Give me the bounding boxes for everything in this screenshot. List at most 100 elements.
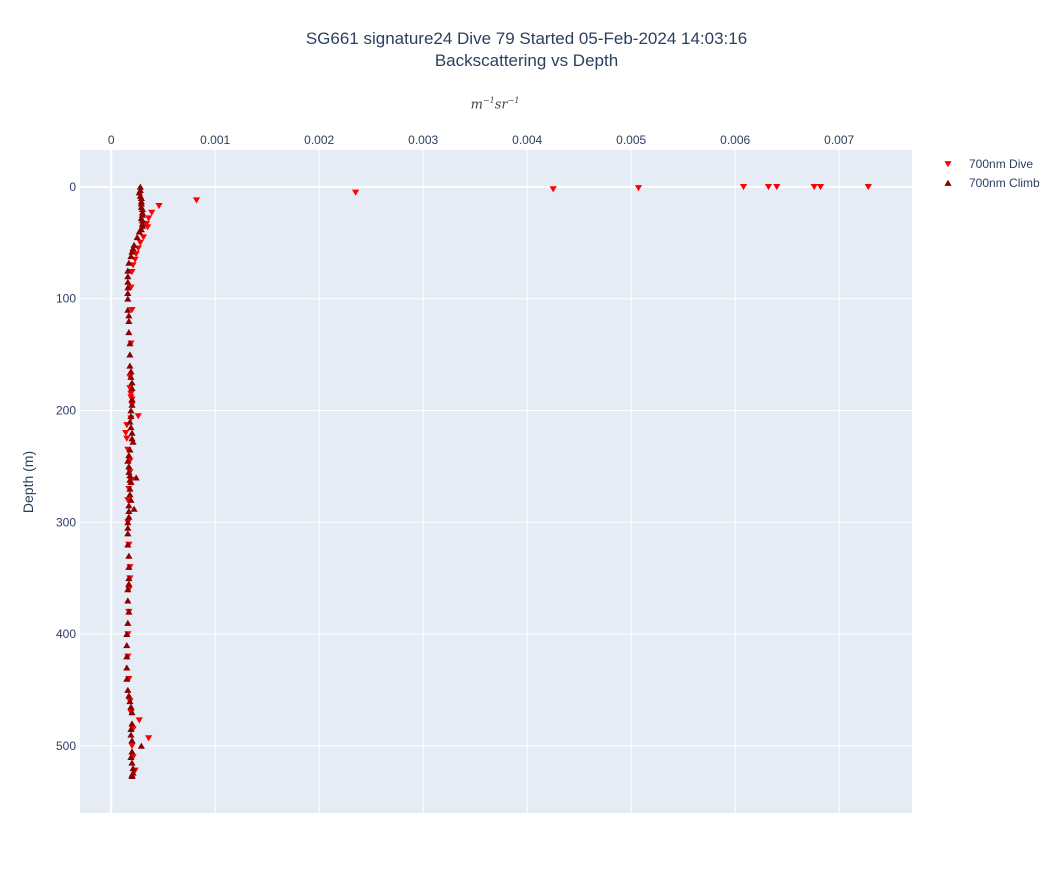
y-tick-label: 100: [56, 292, 76, 306]
x-tick-label: 0.004: [512, 133, 542, 147]
climb-data-point: [125, 563, 133, 570]
climb-data-point: [128, 720, 136, 727]
climb-data-point: [125, 692, 133, 699]
y-tick-label: 0: [69, 180, 76, 194]
x-tick-label: 0.002: [304, 133, 334, 147]
dive-data-point: [764, 184, 773, 191]
climb-data-point: [135, 189, 143, 196]
climb-data-point: [125, 259, 133, 266]
climb-data-point: [124, 597, 132, 604]
climb-data-point: [128, 396, 136, 403]
climb-data-point: [130, 505, 138, 512]
climb-data-point: [125, 552, 133, 559]
legend-label: 700nm Dive: [969, 157, 1033, 171]
x-axis-label-exp1: −1: [482, 96, 495, 105]
climb-data-point: [127, 753, 135, 760]
dive-data-point: [864, 184, 872, 191]
climb-data-point: [125, 312, 133, 319]
y-tick-labels: 0 100 200 300 400 500: [56, 180, 76, 753]
climb-data-point: [129, 765, 137, 772]
legend-marker: [944, 179, 952, 186]
x-axis-label: m−1sr−1: [430, 96, 560, 112]
climb-data-point: [123, 675, 131, 682]
climb-data-point: [127, 703, 135, 710]
climb-data-point: [125, 580, 133, 587]
climb-data-point: [124, 457, 132, 464]
dive-data-point: [136, 239, 144, 247]
climb-data-point: [137, 200, 145, 207]
climb-data-point: [125, 451, 133, 459]
dive-data-point: [773, 184, 781, 191]
climb-data-point: [124, 619, 132, 626]
dive-data-point: [134, 413, 142, 420]
dive-data-point: [127, 284, 135, 291]
chart-title: SG661 signature24 Dive 79 Started 05-Feb…: [0, 28, 1053, 72]
dive-data-point: [144, 224, 152, 231]
dive-data-point: [145, 215, 153, 222]
climb-data-point: [123, 642, 131, 649]
climb-data-point: [125, 608, 133, 615]
climb-data-point: [128, 772, 136, 779]
climb-data-point: [125, 502, 133, 509]
data-points: [122, 183, 872, 779]
y-tick-label: 200: [56, 404, 76, 418]
dive-data-point: [634, 185, 643, 192]
x-axis-label-mid: sr: [494, 97, 508, 113]
climb-data-point: [127, 412, 135, 419]
climb-data-point: [125, 468, 133, 475]
climb-data-point: [136, 183, 144, 190]
legend[interactable]: 700nm Dive 700nm Climb: [944, 157, 1040, 190]
dive-data-point: [122, 429, 130, 437]
climb-data-point: [128, 379, 136, 386]
x-tick-label: 0: [108, 133, 115, 147]
dive-data-point: [139, 234, 148, 241]
legend-marker: [944, 161, 952, 168]
dive-data-point: [816, 184, 825, 191]
legend-item-dive[interactable]: 700nm Dive: [944, 157, 1033, 171]
climb-data-point: [124, 686, 132, 693]
y-tick-label: 400: [56, 627, 76, 641]
chart-title-line1: SG661 signature24 Dive 79 Started 05-Feb…: [305, 29, 748, 48]
climb-data-point: [138, 222, 146, 229]
climb-data-point: [124, 519, 132, 526]
dive-data-point: [124, 497, 132, 504]
climb-data-point: [137, 742, 145, 749]
x-axis-label-exp2: −1: [507, 96, 520, 105]
climb-data-point: [135, 228, 143, 235]
dive-data-point: [128, 268, 136, 276]
climb-data-point: [126, 340, 134, 347]
grid: [80, 150, 912, 813]
climb-data-point: [138, 211, 146, 218]
x-tick-label: 0.001: [200, 133, 230, 147]
dive-data-point: [128, 743, 136, 750]
climb-data-point: [128, 401, 136, 408]
climb-data-point: [128, 248, 136, 255]
climb-data-point: [138, 206, 146, 213]
climb-data-point: [124, 541, 132, 548]
climb-data-point: [126, 491, 134, 498]
chart-subtitle: Backscattering vs Depth: [434, 51, 619, 70]
x-tick-label: 0.006: [720, 133, 750, 147]
climb-data-point: [125, 463, 133, 470]
climb-data-point: [124, 273, 132, 280]
climb-data-point: [125, 507, 133, 515]
dive-data-point: [739, 184, 748, 191]
climb-data-point: [125, 513, 133, 520]
climb-data-point: [127, 368, 135, 375]
climb-data-point: [129, 245, 137, 252]
climb-data-point: [123, 630, 131, 637]
dive-data-point: [352, 189, 360, 196]
dive-data-point: [123, 435, 131, 442]
climb-data-point: [128, 429, 136, 436]
climb-data-point: [124, 284, 132, 291]
x-tick-labels: 0 0.001 0.002 0.003 0.004 0.005 0.006 0.007: [108, 133, 855, 147]
climb-data-point: [125, 574, 133, 582]
climb-data-point: [126, 472, 134, 479]
y-tick-label: 300: [56, 515, 76, 529]
climb-data-point: [126, 362, 134, 369]
legend-item-climb[interactable]: 700nm Climb: [944, 176, 1040, 190]
climb-data-point: [123, 653, 131, 660]
dive-data-point: [145, 735, 153, 742]
dive-data-point: [155, 203, 163, 210]
climb-data-point: [133, 233, 141, 241]
